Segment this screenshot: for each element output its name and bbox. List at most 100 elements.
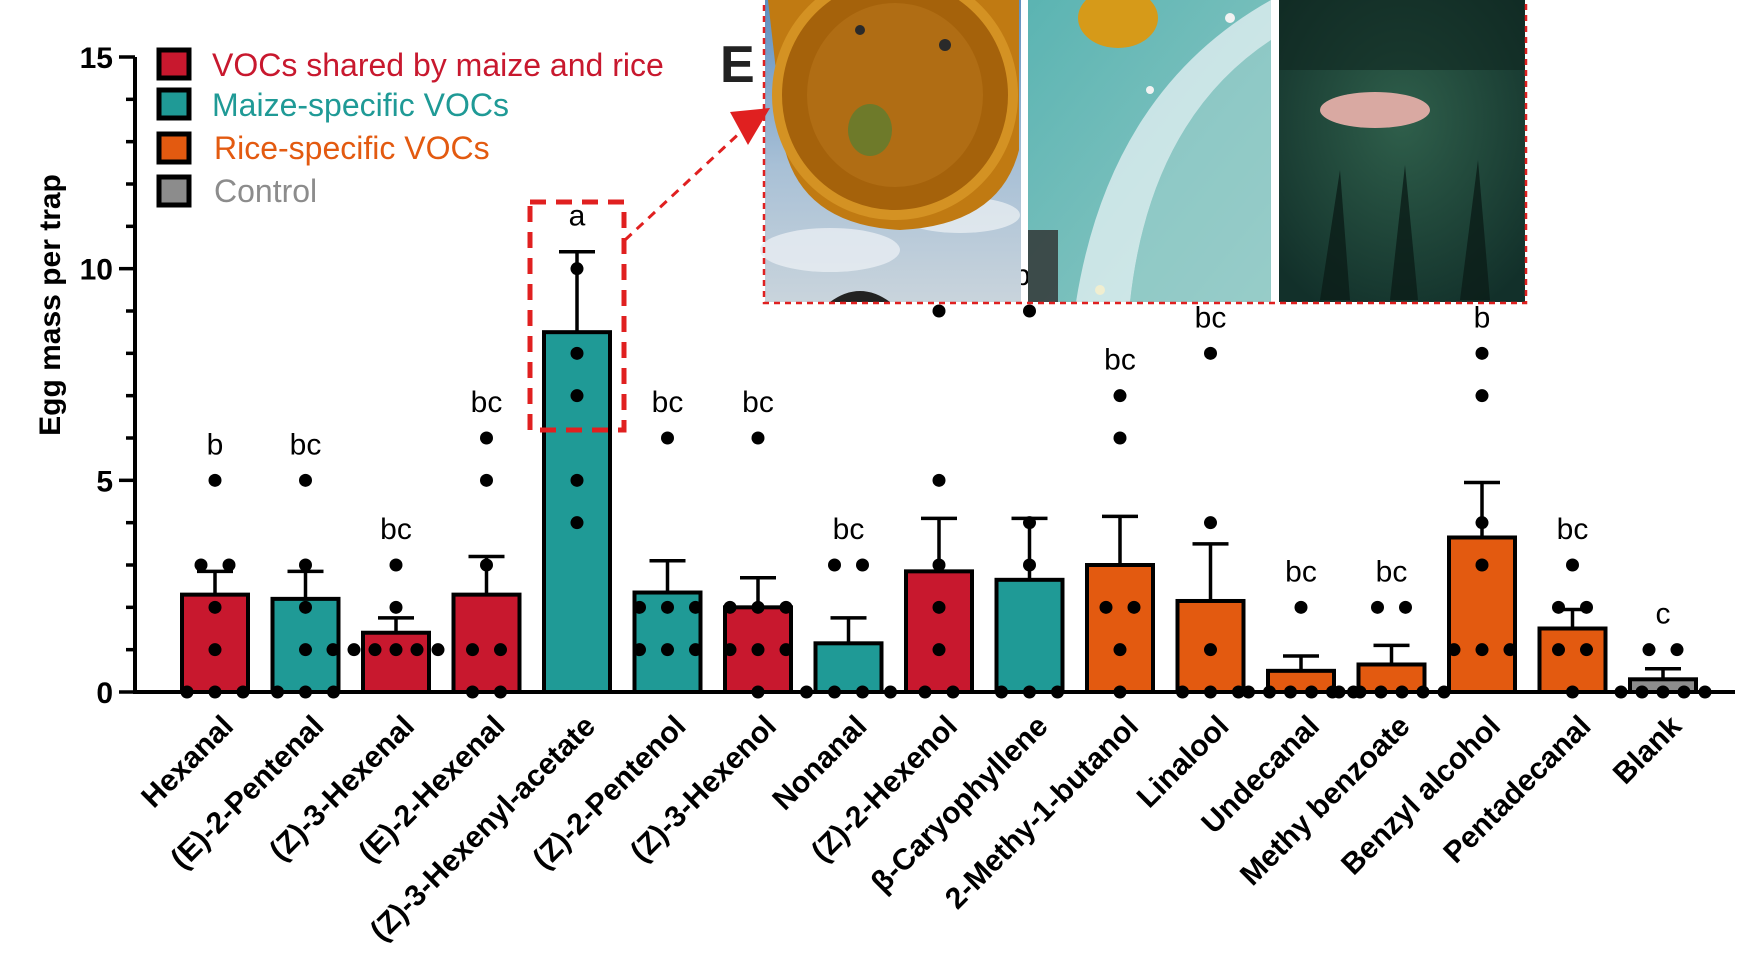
x-category-label: Blank: [1607, 709, 1688, 790]
significance-letter: bc: [652, 386, 684, 419]
data-point: [1023, 685, 1036, 699]
x-category-label: (E)-2-Pentenal: [164, 710, 330, 876]
bar-group: bc: [723, 386, 793, 699]
data-point: [751, 685, 765, 699]
panel-label: E: [720, 36, 755, 94]
data-point: [1023, 558, 1036, 572]
legend-label-maize: Maize-specific VOCs: [212, 87, 509, 123]
bar-group: bc: [1085, 344, 1155, 699]
data-point: [431, 643, 445, 657]
photo-inset-border: [762, 0, 1528, 305]
data-point: [1099, 600, 1113, 614]
data-point: [918, 685, 932, 699]
data-point: [570, 516, 584, 530]
data-point: [480, 473, 493, 487]
data-point: [1204, 643, 1217, 657]
data-point: [327, 685, 340, 699]
bar: [1537, 626, 1608, 694]
data-point: [856, 685, 869, 699]
bar-group: bc: [326, 513, 466, 695]
data-point: [1642, 643, 1656, 657]
data-point: [1552, 600, 1565, 614]
data-point: [828, 685, 841, 699]
data-point: [347, 643, 361, 657]
data-point: [1580, 643, 1593, 657]
data-point: [368, 643, 382, 657]
x-category-label: Methy benzoate: [1234, 710, 1416, 892]
data-point: [1113, 431, 1127, 445]
bar-group: bc: [632, 386, 703, 694]
bar-group: bc: [1242, 555, 1360, 699]
data-point: [1232, 685, 1245, 699]
x-category-label: Benzyl alcohol: [1335, 710, 1507, 882]
legend-label-rice: Rice-specific VOCs: [214, 130, 490, 166]
data-point: [779, 643, 793, 657]
bar: [994, 577, 1065, 694]
bar: [1085, 563, 1155, 694]
data-point: [299, 643, 312, 657]
data-point: [208, 473, 222, 487]
data-point: [299, 600, 312, 614]
bar-group: a: [542, 200, 612, 694]
bar: [361, 630, 431, 695]
data-point: [800, 685, 813, 699]
photo-inset: [760, 0, 1528, 305]
bar-group: bc: [1537, 513, 1608, 699]
legend: VOCs shared by maize and rice Maize-spec…: [156, 47, 664, 209]
category-labels: Hexanal(E)-2-Pentenal(Z)-3-Hexenal(E)-2-…: [135, 709, 1688, 947]
bar: [1266, 668, 1336, 694]
data-point: [932, 558, 946, 572]
data-point: [1395, 685, 1409, 699]
data-point: [410, 643, 424, 657]
y-tick-label: 5: [96, 465, 113, 498]
legend-label-control: Control: [214, 173, 317, 209]
data-point: [828, 558, 841, 572]
bar-group: b: [180, 428, 250, 699]
significance-letter: bc: [1557, 513, 1589, 546]
data-point: [1677, 685, 1691, 699]
data-point: [208, 600, 222, 614]
y-axis-title: Egg mass per trap: [34, 174, 67, 436]
data-point: [1204, 346, 1217, 360]
data-point: [480, 558, 493, 572]
data-point: [946, 685, 960, 699]
data-point: [661, 643, 674, 657]
bar-group: b: [1447, 301, 1517, 694]
photo-egg-mass: [1279, 0, 1525, 302]
data-point: [1614, 685, 1628, 699]
data-point: [326, 643, 340, 657]
data-point: [1475, 346, 1489, 360]
data-point: [1051, 685, 1064, 699]
bar-group: c: [1614, 598, 1712, 699]
data-point: [723, 643, 737, 657]
data-point: [494, 685, 507, 699]
data-point: [570, 346, 584, 360]
data-point: [299, 473, 312, 487]
significance-letter: bc: [742, 386, 774, 419]
data-point: [466, 643, 479, 657]
legend-item-maize: Maize-specific VOCs: [156, 87, 509, 123]
data-point: [884, 685, 897, 699]
data-point: [1263, 685, 1276, 699]
data-point: [1242, 685, 1255, 699]
significance-letter: b: [207, 428, 224, 461]
bar: [813, 641, 884, 694]
data-point: [1399, 600, 1412, 614]
significance-letter: bc: [1285, 555, 1317, 588]
bar-group: bc: [1332, 555, 1451, 699]
highlight-callout: [527, 108, 770, 433]
x-category-label: (Z)-2-Pentenol: [527, 710, 693, 876]
legend-label-shared: VOCs shared by maize and rice: [212, 47, 664, 83]
data-point: [570, 473, 584, 487]
legend-swatch-shared: [156, 47, 192, 81]
data-point: [194, 558, 208, 572]
bar-group: bc: [800, 513, 897, 699]
data-point: [1416, 685, 1430, 699]
significance-letter: bc: [290, 428, 322, 461]
data-point: [1204, 516, 1217, 530]
data-point: [689, 600, 702, 614]
data-point: [271, 685, 284, 699]
data-point: [1447, 643, 1461, 657]
photo-plastic-bowl: [1028, 0, 1271, 302]
data-point: [1552, 643, 1565, 657]
